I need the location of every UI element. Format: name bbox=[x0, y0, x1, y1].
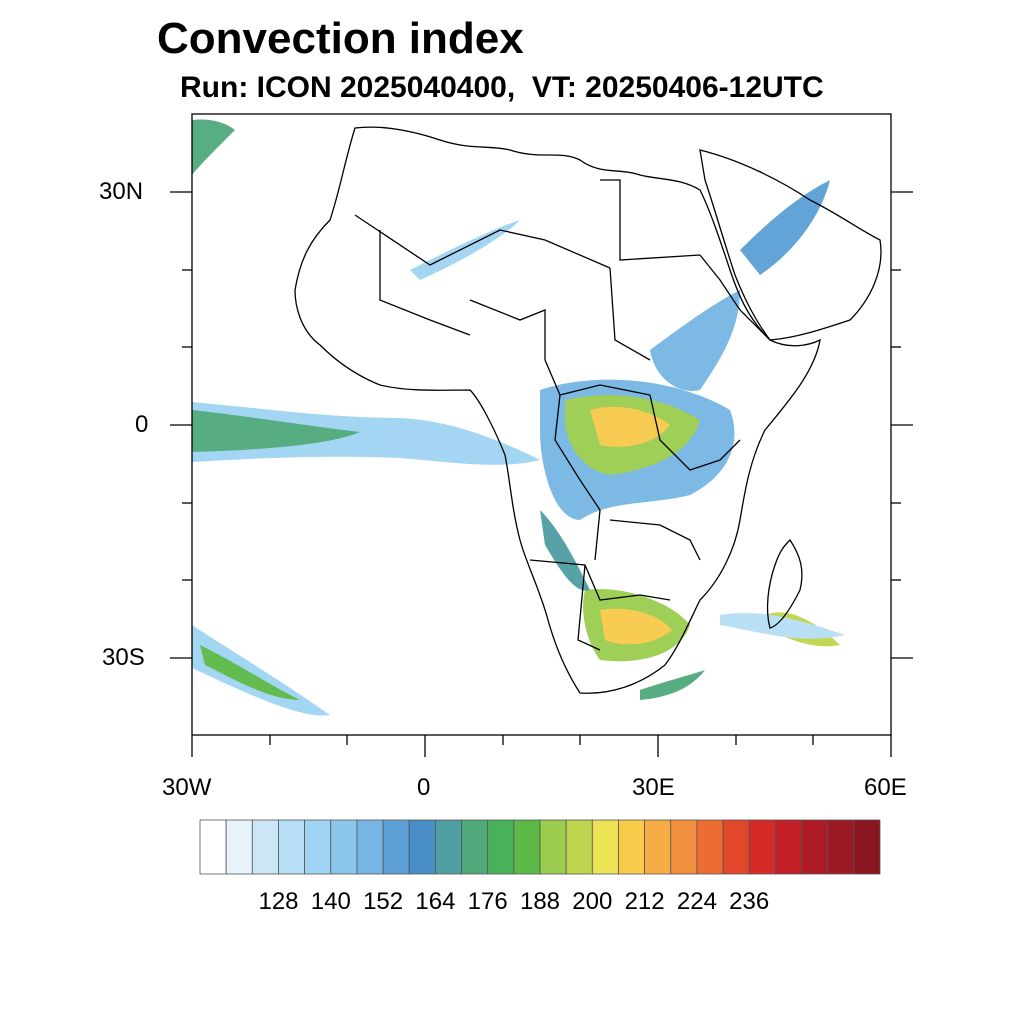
lat-label-30n: 30N bbox=[99, 178, 144, 205]
axis-ticks bbox=[170, 191, 913, 757]
colorbar-swatch bbox=[382, 819, 410, 875]
lat-label-30s: 30S bbox=[102, 644, 145, 671]
colorbar-tick-label: 152 bbox=[363, 888, 404, 915]
colorbar-tick-label: 212 bbox=[624, 888, 665, 915]
convection-band-atlantic bbox=[192, 402, 540, 465]
convection-south-indian bbox=[640, 670, 705, 700]
map-plot-area bbox=[192, 119, 882, 716]
map-title: Convection index bbox=[157, 14, 524, 63]
convection-band-atlantic-core bbox=[192, 410, 360, 452]
colorbar-tick-label: 224 bbox=[676, 888, 717, 915]
colorbar bbox=[199, 819, 881, 875]
convection-indian-ocean bbox=[720, 612, 845, 639]
convection-central-africa-hot bbox=[590, 406, 670, 447]
lon-label-30e: 30E bbox=[632, 774, 675, 801]
colorbar-swatch bbox=[853, 819, 881, 875]
lon-label-0: 0 bbox=[417, 774, 431, 801]
colorbar-swatch bbox=[696, 819, 724, 875]
madagascar-outline bbox=[766, 538, 803, 629]
colorbar-swatch bbox=[199, 819, 227, 875]
lon-label-60e: 60E bbox=[864, 774, 907, 801]
colorbar-swatch bbox=[513, 819, 541, 875]
colorbar-tick-label: 128 bbox=[258, 888, 299, 915]
colorbar-tick-label: 236 bbox=[729, 888, 770, 915]
convection-arabia bbox=[740, 180, 830, 275]
convection-northwest bbox=[192, 119, 235, 175]
colorbar-swatch bbox=[278, 819, 306, 875]
colorbar-tick-label: 140 bbox=[310, 888, 351, 915]
colorbar-swatch bbox=[408, 819, 436, 875]
arabia-outline bbox=[699, 149, 882, 341]
convection-field bbox=[192, 119, 845, 716]
convection-sahara bbox=[410, 220, 520, 280]
colorbar-swatch bbox=[539, 819, 567, 875]
convection-east-africa bbox=[650, 290, 740, 391]
colorbar-swatch bbox=[251, 819, 279, 875]
colorbar-swatch bbox=[330, 819, 358, 875]
lat-label-0: 0 bbox=[135, 411, 149, 438]
colorbar-swatch bbox=[461, 819, 489, 875]
colorbar-swatch bbox=[434, 819, 462, 875]
colorbar-swatch bbox=[487, 819, 515, 875]
colorbar-tick-label: 164 bbox=[415, 888, 456, 915]
colorbar-swatch bbox=[722, 819, 750, 875]
colorbar-swatch bbox=[827, 819, 855, 875]
colorbar-swatch bbox=[225, 819, 253, 875]
country-borders bbox=[354, 179, 771, 651]
colorbar-swatch bbox=[356, 819, 384, 875]
africa-coastline bbox=[294, 126, 821, 694]
colorbar-tick-label: 188 bbox=[519, 888, 561, 915]
colorbar-swatch bbox=[304, 819, 332, 875]
colorbar-tick-label: 200 bbox=[572, 888, 613, 915]
colorbar-tick-label: 176 bbox=[467, 888, 508, 915]
colorbar-swatch bbox=[618, 819, 646, 875]
colorbar-swatch bbox=[591, 819, 619, 875]
convection-southern-africa-core bbox=[600, 608, 672, 645]
colorbar-swatch bbox=[801, 819, 829, 875]
colorbar-swatch bbox=[644, 819, 672, 875]
colorbar-swatch bbox=[670, 819, 698, 875]
lon-label-30w: 30W bbox=[162, 774, 212, 801]
convection-south-atlantic bbox=[192, 625, 330, 716]
colorbar-swatch bbox=[774, 819, 802, 875]
map-subtitle: Run: ICON 2025040400, VT: 20250406-12UTC bbox=[180, 71, 824, 104]
convection-south-atlantic-core bbox=[200, 645, 300, 700]
convection-angola bbox=[540, 510, 590, 591]
colorbar-swatch bbox=[565, 819, 593, 875]
colorbar-swatch bbox=[748, 819, 776, 875]
